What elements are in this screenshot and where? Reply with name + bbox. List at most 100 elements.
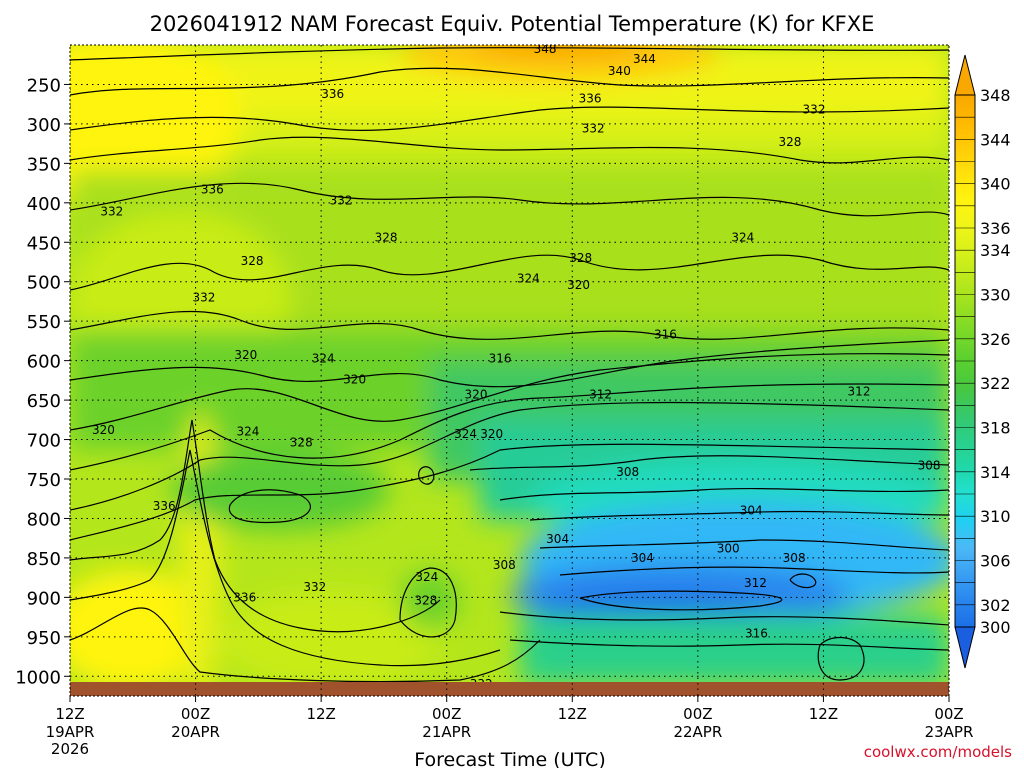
- contour-line: [499, 487, 949, 501]
- contour-label: 324: [312, 351, 335, 365]
- contour-label: 328: [375, 231, 398, 245]
- contour-label: 308: [616, 465, 639, 479]
- contour-line: [70, 607, 541, 683]
- colorbar-label: 318: [980, 419, 1011, 438]
- contour-line: [559, 566, 949, 576]
- contour-label: 308: [918, 459, 941, 473]
- y-tick-label: 800: [27, 509, 61, 530]
- contour-label: 328: [290, 436, 313, 450]
- contour-label: 336: [579, 92, 602, 106]
- contour-label: 328: [569, 251, 592, 265]
- x-tick-label: 12Z: [306, 705, 335, 723]
- x-tick-date: 23APR: [925, 723, 974, 741]
- x-tick-label: 00Z: [181, 705, 210, 723]
- contour-line: [529, 510, 949, 521]
- y-tick-label: 300: [27, 115, 61, 136]
- contour-label: 324: [731, 231, 754, 245]
- contour-line: [789, 573, 817, 589]
- plot-frame: [69, 44, 950, 697]
- contour-label: 320: [567, 278, 590, 292]
- contour-label: 336: [321, 87, 344, 101]
- x-tick-label: 12Z: [558, 705, 587, 723]
- colorbar-label: 330: [980, 286, 1011, 305]
- contour-line: [70, 136, 949, 164]
- field-orange-top: [400, 45, 720, 80]
- colorbar-label: 348: [980, 86, 1011, 105]
- contour-line: [70, 339, 949, 388]
- x-tick-label: 00Z: [934, 705, 963, 723]
- contour-label: 316: [654, 328, 677, 342]
- contour-label: 308: [493, 558, 516, 572]
- contour-label: 312: [589, 388, 612, 402]
- contour-line: [418, 466, 435, 485]
- contour-label: 332: [192, 291, 215, 305]
- contour-line: [399, 567, 457, 638]
- contour-line: [70, 443, 949, 541]
- contour-label: 324: [236, 425, 259, 439]
- contour-line: [499, 611, 949, 626]
- contour-label: 324: [415, 570, 438, 584]
- contour-label: 320: [343, 373, 366, 387]
- x-tick-date: 21APR: [422, 723, 471, 741]
- x-tick-date: 22APR: [673, 723, 722, 741]
- contour-line: [70, 106, 949, 131]
- gridlines: [70, 45, 949, 696]
- y-tick-label: 850: [27, 549, 61, 570]
- contour-line: [70, 449, 501, 667]
- contour-label: 336: [153, 499, 176, 513]
- contour-label: 308: [783, 551, 806, 565]
- contour-line: [70, 419, 441, 633]
- contour-label: 324: [454, 427, 477, 441]
- colorbar-label: 336: [980, 219, 1011, 238]
- contour-line: [70, 254, 949, 291]
- colorbar-label: 306: [980, 552, 1011, 571]
- contour-label: 316: [489, 351, 512, 365]
- contour-line: [70, 67, 949, 96]
- x-tick-label: 00Z: [683, 705, 712, 723]
- y-tick-label: 550: [27, 312, 61, 333]
- colorbar-label: 300: [980, 618, 1011, 637]
- y-tick-label: 750: [27, 470, 61, 491]
- colorbar-label: 340: [980, 175, 1011, 194]
- field-low-teal: [520, 615, 949, 685]
- contour-label: 304: [546, 532, 569, 546]
- contour-line: [70, 182, 949, 217]
- contour-label: 328: [414, 594, 437, 608]
- contour-label: 320: [234, 348, 257, 362]
- x-tick-label: 12Z: [809, 705, 838, 723]
- colorbar-label: 310: [980, 507, 1011, 526]
- contour-label: 344: [633, 52, 656, 66]
- chart-title: 2026041912 NAM Forecast Equiv. Potential…: [150, 12, 875, 36]
- field-yellow-topleft: [70, 45, 240, 210]
- contour-label: 348: [534, 42, 557, 56]
- field-yellow-lowleft: [70, 570, 210, 690]
- y-tick-label: 250: [27, 75, 61, 96]
- contour-label: 320: [465, 388, 488, 402]
- contour-label: 332: [100, 204, 123, 218]
- colorbar-label: 334: [980, 241, 1011, 260]
- y-tick-label: 450: [27, 233, 61, 254]
- field-low-green: [400, 570, 460, 630]
- contour-line: [70, 383, 949, 471]
- y-tick-label: 350: [27, 154, 61, 175]
- x-tick-date: 20APR: [171, 723, 220, 741]
- contour-label: 312: [848, 384, 871, 398]
- contour-label: 332: [582, 122, 605, 136]
- contour-label: 328: [778, 135, 801, 149]
- contour-label: 300: [717, 541, 740, 555]
- contour-label: 332: [303, 580, 326, 594]
- contour-line: [469, 455, 949, 471]
- y-tick-label: 700: [27, 431, 61, 452]
- x-tick-year: 2026: [51, 740, 89, 758]
- colorbar-top-arrow: [954, 54, 976, 96]
- ground-surface: [70, 682, 949, 696]
- contour-label: 336: [233, 590, 256, 604]
- x-tick-label: 12Z: [55, 705, 84, 723]
- x-tick-date: 19APR: [46, 723, 95, 741]
- colorbar: 300 302 306 310 314 318 322 326 330 334 336 340 344 3…: [954, 54, 1011, 669]
- contour-label: 332: [803, 103, 826, 117]
- color-field: [70, 45, 949, 696]
